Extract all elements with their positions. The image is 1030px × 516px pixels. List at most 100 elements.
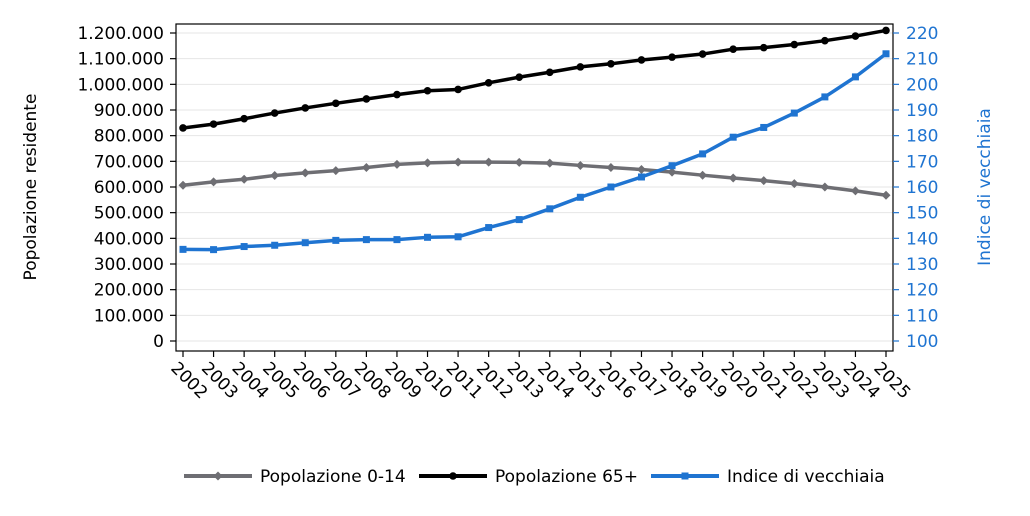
data-point-popolazione-65 xyxy=(576,63,585,71)
right-tick-label: 140 xyxy=(906,229,938,249)
data-point-popolazione-0-14 xyxy=(789,179,799,189)
right-tick-label: 110 xyxy=(906,306,938,326)
data-point-popolazione-65 xyxy=(607,60,615,68)
data-point-popolazione-65 xyxy=(759,43,768,52)
data-point-popolazione-0-14 xyxy=(728,173,738,183)
left-tick-label: 800.000 xyxy=(94,127,164,147)
right-tick-label: 150 xyxy=(906,204,938,224)
legend-marker xyxy=(449,472,457,480)
right-tick-label: 220 xyxy=(906,24,938,44)
left-axis: 0 100.000 200.000 300.000 400.000 500.000 600.… xyxy=(77,24,176,352)
data-point-popolazione-65 xyxy=(270,109,279,117)
data-point-popolazione-0-14 xyxy=(239,174,249,184)
data-point-indice-di-vecchiaia xyxy=(179,245,187,253)
legend-label: Popolazione 0-14 xyxy=(260,467,406,487)
data-point-indice-di-vecchiaia xyxy=(668,162,676,170)
data-point-indice-di-vecchiaia xyxy=(607,183,615,191)
data-point-indice-di-vecchiaia xyxy=(240,243,248,251)
data-point-popolazione-65 xyxy=(454,85,462,94)
data-point-popolazione-65 xyxy=(393,90,401,99)
data-point-popolazione-65 xyxy=(362,95,371,103)
data-point-popolazione-65 xyxy=(179,124,187,132)
data-point-popolazione-65 xyxy=(423,86,432,95)
legend-marker xyxy=(681,472,689,480)
legend-marker xyxy=(213,471,223,481)
legend-item-popolazione-0-14: Popolazione 0-14 xyxy=(184,467,406,487)
data-point-popolazione-0-14 xyxy=(545,158,555,168)
data-point-popolazione-65 xyxy=(729,45,737,53)
data-point-popolazione-0-14 xyxy=(209,177,219,187)
data-point-popolazione-0-14 xyxy=(392,159,402,169)
data-point-popolazione-0-14 xyxy=(606,162,616,172)
data-point-popolazione-0-14 xyxy=(759,176,769,186)
data-point-popolazione-0-14 xyxy=(850,186,860,196)
right-axis: 100 110 120 130 140 150 160 170 180 190 200 210 220 xyxy=(893,24,938,352)
data-point-indice-di-vecchiaia xyxy=(301,239,309,247)
data-point-indice-di-vecchiaia xyxy=(485,224,493,232)
right-tick-label: 130 xyxy=(906,255,938,275)
right-tick-label: 190 xyxy=(906,101,938,121)
right-tick-label: 120 xyxy=(906,281,938,301)
right-tick-label: 170 xyxy=(906,152,938,172)
left-tick-label: 500.000 xyxy=(94,204,164,224)
data-point-popolazione-65 xyxy=(668,53,676,61)
right-tick-label: 160 xyxy=(906,178,938,198)
x-axis: 2002200320042005200620072008200920102011… xyxy=(166,351,914,403)
data-point-popolazione-65 xyxy=(851,32,860,40)
data-point-popolazione-65 xyxy=(209,120,218,128)
data-point-popolazione-65 xyxy=(790,40,799,49)
gridlines xyxy=(176,32,893,342)
data-point-indice-di-vecchiaia xyxy=(699,150,707,158)
left-tick-label: 400.000 xyxy=(94,229,164,249)
series-popolazione-0-14 xyxy=(178,157,891,200)
data-point-popolazione-65 xyxy=(240,114,248,123)
legend-item-popolazione-65: Popolazione 65+ xyxy=(419,467,638,487)
legend-item-indice-di-vecchiaia: Indice di vecchiaia xyxy=(651,467,885,487)
data-point-indice-di-vecchiaia xyxy=(332,236,340,244)
data-point-popolazione-65 xyxy=(515,73,524,81)
data-point-popolazione-65 xyxy=(301,104,310,112)
data-point-indice-di-vecchiaia xyxy=(821,93,829,101)
left-tick-label: 100.000 xyxy=(94,306,164,326)
left-tick-label: 700.000 xyxy=(94,152,164,172)
data-point-indice-di-vecchiaia xyxy=(882,50,890,58)
series-line-popolazione-65 xyxy=(182,28,887,130)
data-point-popolazione-0-14 xyxy=(881,190,891,200)
data-point-popolazione-0-14 xyxy=(361,162,371,172)
data-point-popolazione-65 xyxy=(698,50,707,58)
legend: Popolazione 0-14 Popolazione 65+ Indice di… xyxy=(184,467,885,487)
data-point-popolazione-0-14 xyxy=(300,168,310,178)
data-point-popolazione-0-14 xyxy=(484,157,494,167)
data-point-popolazione-0-14 xyxy=(453,157,463,167)
data-point-popolazione-65 xyxy=(484,78,493,87)
data-point-indice-di-vecchiaia xyxy=(393,236,401,244)
data-point-indice-di-vecchiaia xyxy=(210,246,218,254)
data-point-popolazione-0-14 xyxy=(575,160,585,170)
left-tick-label: 300.000 xyxy=(94,255,164,275)
data-point-indice-di-vecchiaia xyxy=(546,205,554,213)
data-point-indice-di-vecchiaia xyxy=(271,241,279,249)
data-point-popolazione-0-14 xyxy=(270,170,280,180)
series-line-popolazione-0-14 xyxy=(182,160,887,197)
data-point-indice-di-vecchiaia xyxy=(362,236,370,244)
legend-label: Popolazione 65+ xyxy=(495,467,638,487)
data-point-popolazione-0-14 xyxy=(667,167,677,177)
left-tick-label: 0 xyxy=(153,332,164,352)
data-point-indice-di-vecchiaia xyxy=(576,193,584,201)
y-axis-left-label: Popolazione residente xyxy=(21,94,41,281)
data-point-indice-di-vecchiaia xyxy=(637,173,645,181)
data-point-popolazione-65 xyxy=(332,99,340,108)
data-point-popolazione-0-14 xyxy=(698,170,708,180)
data-point-popolazione-0-14 xyxy=(178,180,188,190)
legend-label: Indice di vecchiaia xyxy=(727,467,885,487)
right-tick-label: 180 xyxy=(906,127,938,147)
series-popolazione-65 xyxy=(179,26,890,132)
left-tick-label: 1.000.000 xyxy=(77,75,164,95)
right-tick-label: 210 xyxy=(906,50,938,70)
data-point-popolazione-65 xyxy=(882,26,890,35)
left-tick-label: 1.200.000 xyxy=(77,24,164,44)
data-point-popolazione-65 xyxy=(545,68,554,77)
left-tick-label: 1.100.000 xyxy=(77,50,164,70)
data-point-indice-di-vecchiaia xyxy=(760,123,768,131)
